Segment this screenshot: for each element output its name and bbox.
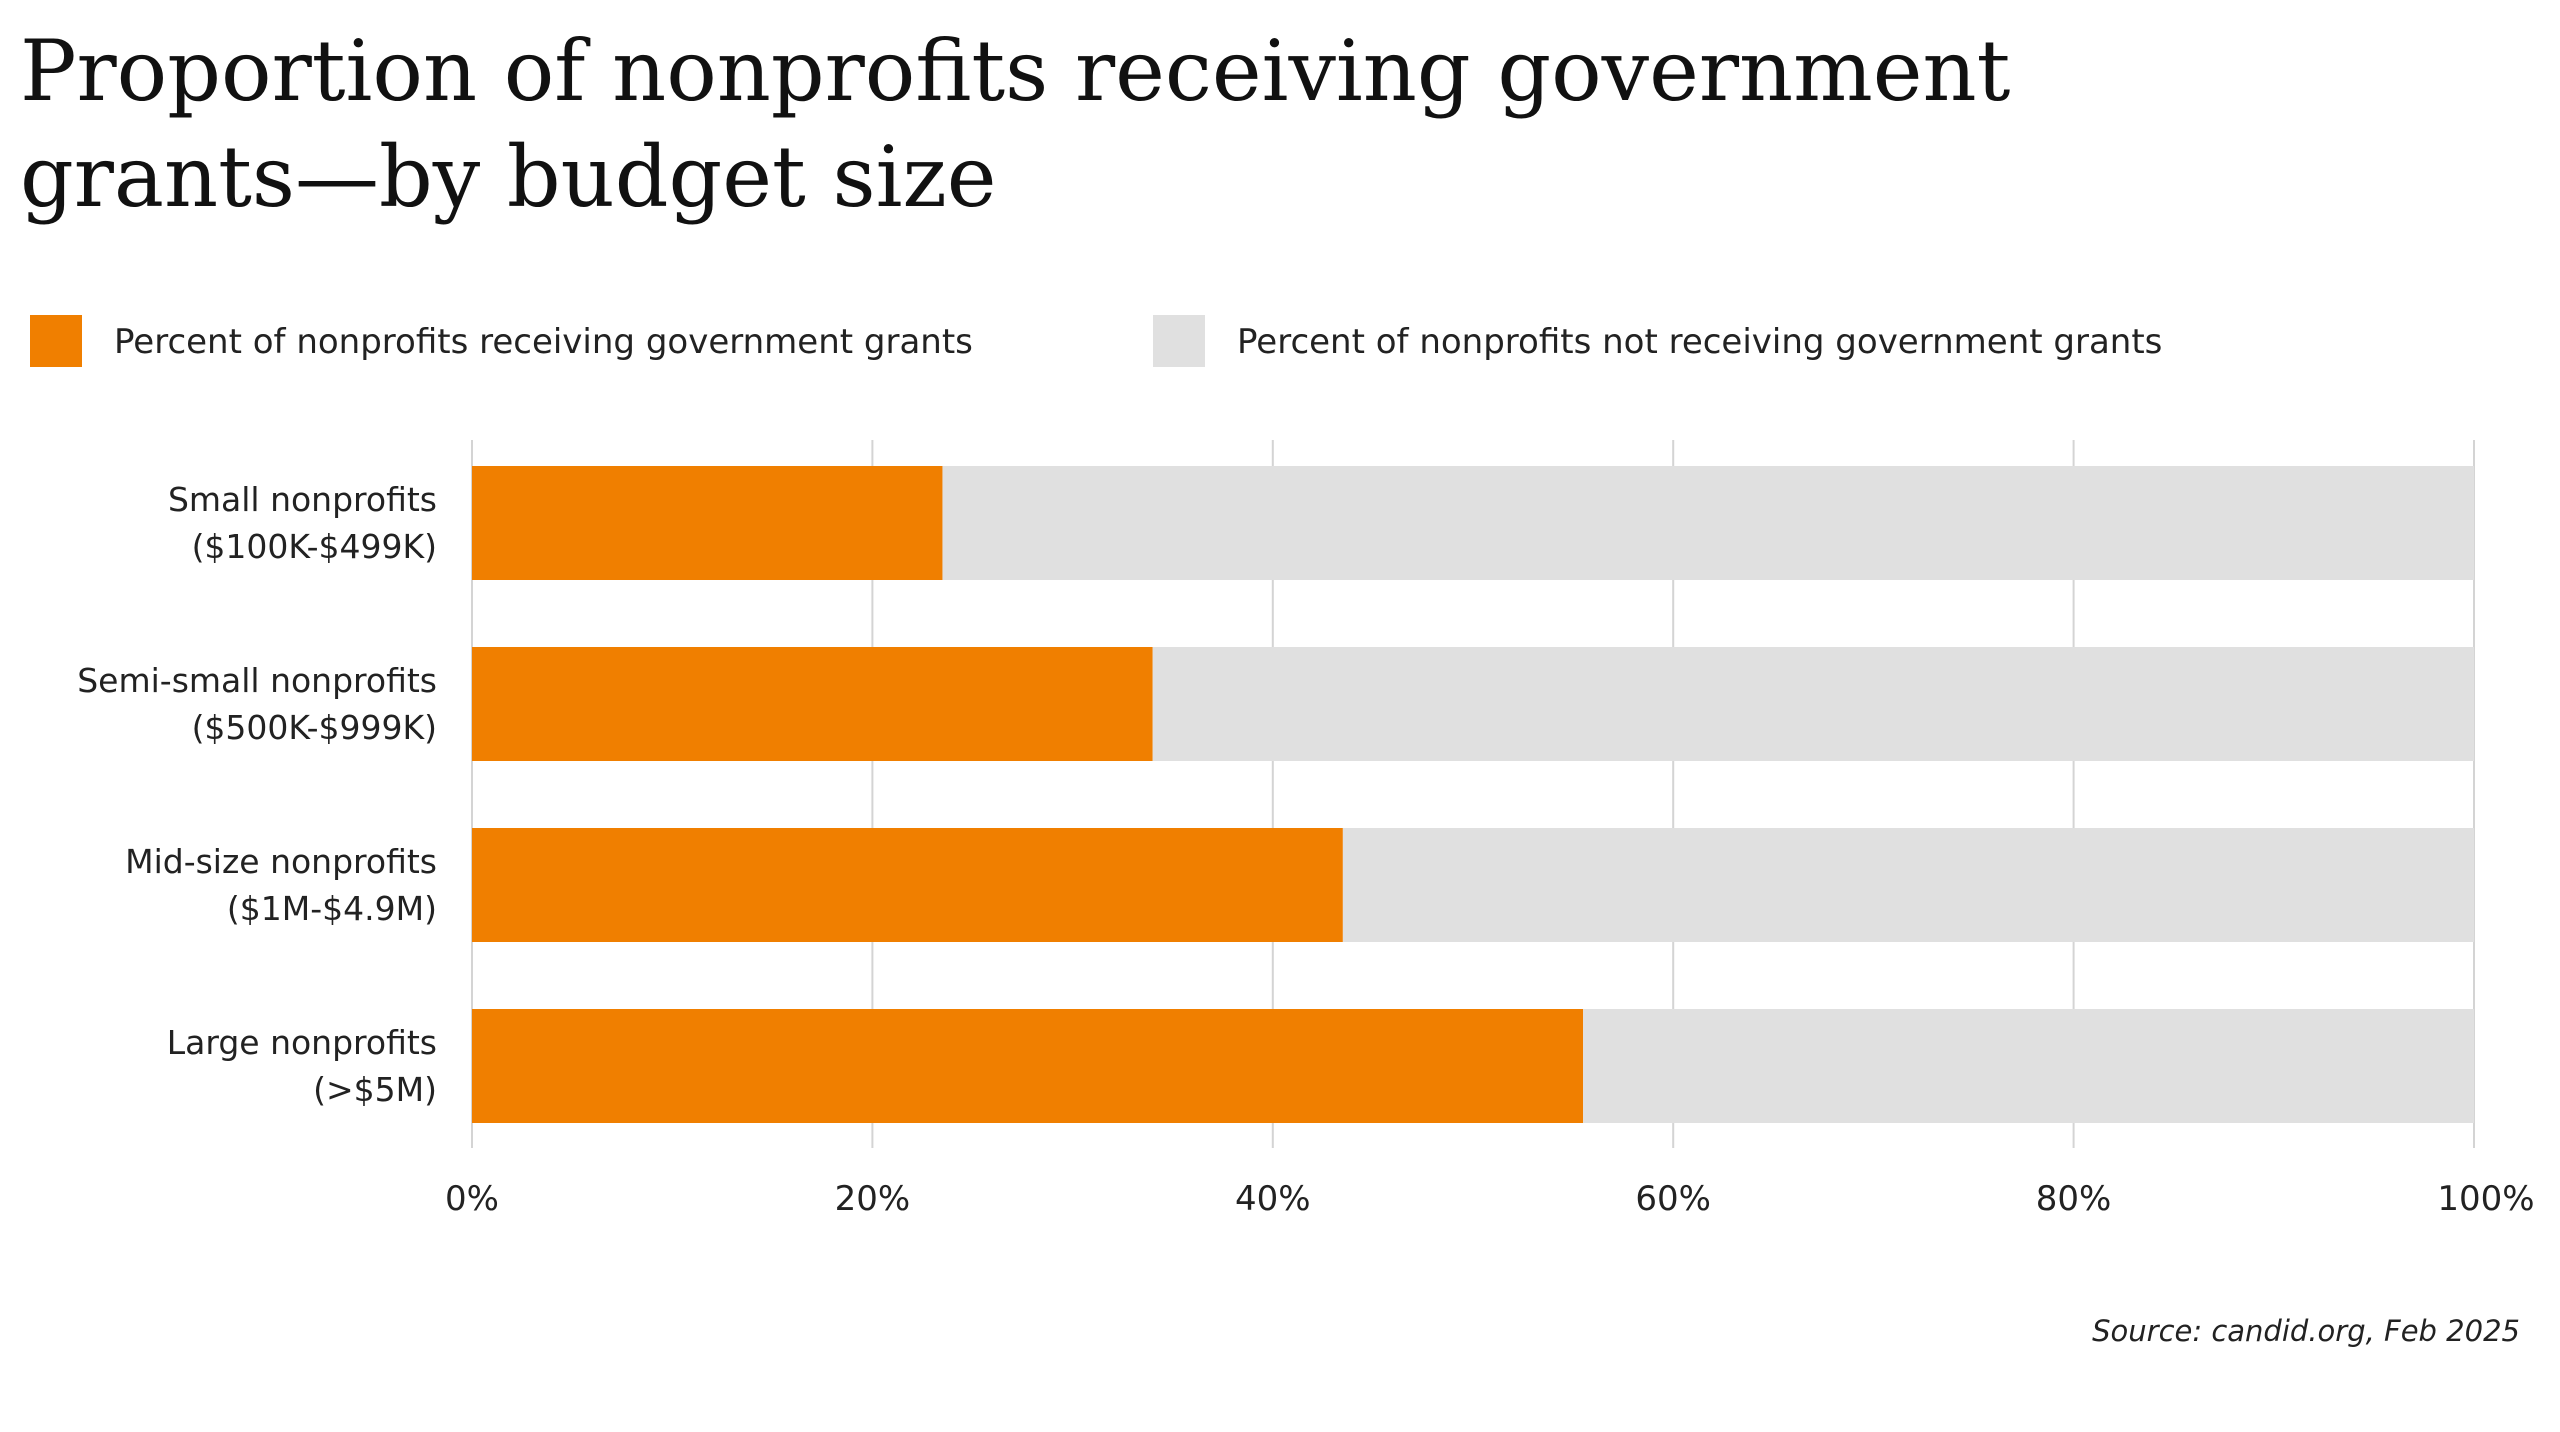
bar-receiving (472, 1009, 1584, 1123)
x-tick-label: 0% (445, 1179, 499, 1219)
bar-not-receiving (942, 466, 2474, 580)
legend-swatch-receiving (30, 315, 82, 367)
legend-label-not-receiving: Percent of nonprofits not receiving gove… (1237, 322, 2163, 362)
x-tick-label: 20% (835, 1179, 911, 1219)
bar-not-receiving (1152, 647, 2474, 761)
legend-label-receiving: Percent of nonprofits receiving governme… (114, 322, 973, 362)
bar-receiving (472, 647, 1153, 761)
bar-chart: Small nonprofits ($100K-$499K) Semi-small … (77, 440, 2535, 1219)
bars (472, 466, 2474, 1123)
x-tick-label: 100% (2437, 1179, 2534, 1219)
x-axis-tick-labels: 0% 20% 40% 60% 80% 100% (445, 1179, 2535, 1219)
category-labels: Small nonprofits ($100K-$499K) Semi-small … (77, 480, 437, 1109)
legend: Percent of nonprofits receiving governme… (0, 300, 2560, 380)
x-tick-label: 80% (2036, 1179, 2112, 1219)
bar-receiving (472, 828, 1343, 942)
bar-not-receiving (1342, 828, 2474, 942)
bar-receiving (472, 466, 943, 580)
category-label: Small nonprofits (168, 480, 437, 519)
source-note: Source: candid.org, Feb 2025 (2092, 1314, 2520, 1348)
category-sublabel: ($500K-$999K) (192, 708, 437, 747)
category-sublabel: ($1M-$4.9M) (227, 889, 437, 928)
x-tick-label: 40% (1235, 1179, 1311, 1219)
category-label: Mid-size nonprofits (125, 842, 437, 881)
category-sublabel: ($100K-$499K) (192, 527, 437, 566)
x-tick-label: 60% (1635, 1179, 1711, 1219)
category-sublabel: (>$5M) (313, 1070, 437, 1109)
category-label: Semi-small nonprofits (77, 661, 437, 700)
bar-not-receiving (1583, 1009, 2474, 1123)
legend-swatch-not-receiving (1153, 315, 1205, 367)
chart-title: Proportion of nonprofits receiving gover… (20, 22, 2011, 226)
category-label: Large nonprofits (167, 1023, 437, 1062)
